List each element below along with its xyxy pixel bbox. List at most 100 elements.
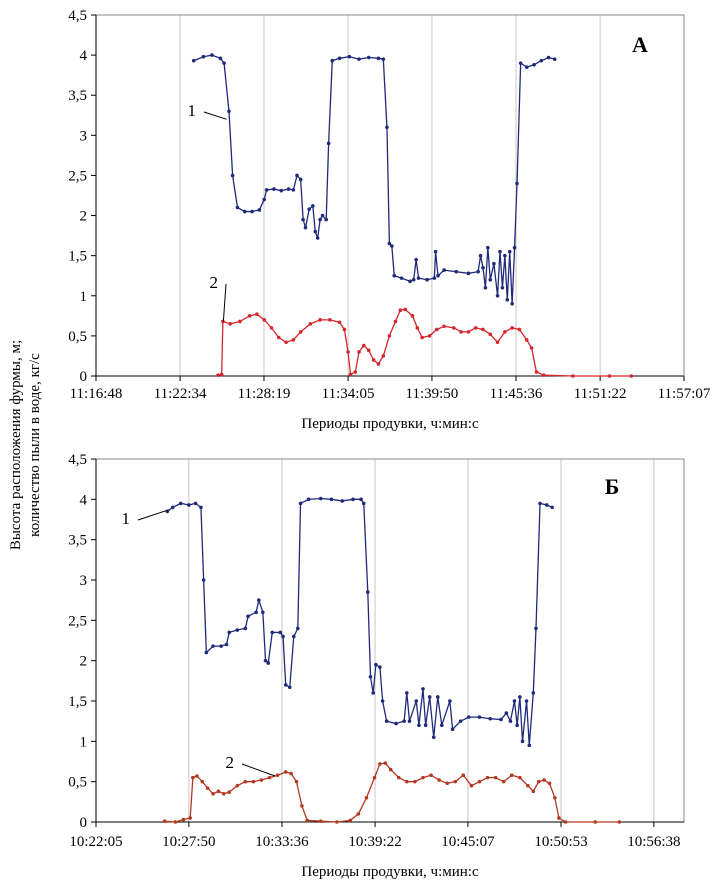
series-2-point (607, 374, 612, 378)
series-2-point (191, 775, 195, 780)
series-1-point (368, 675, 373, 679)
x-tick-label: 11:28:19 (238, 386, 291, 402)
series-2-point (346, 350, 350, 354)
series-2-point (518, 775, 522, 780)
series-1-point (425, 277, 429, 282)
x-tick-label: 10:45:07 (441, 834, 495, 850)
series-2-point (235, 783, 240, 788)
series-1-point (193, 501, 198, 506)
series-1-point (539, 58, 544, 63)
series-1-point (500, 285, 505, 290)
series-1-point (191, 58, 196, 63)
series-1-point (515, 723, 519, 727)
series-2-point (557, 816, 561, 820)
series-1-point (507, 249, 512, 254)
series-1-point (488, 716, 493, 721)
series-2-point (405, 779, 409, 784)
series-2-point (318, 819, 323, 823)
series-1-label: 1 (122, 509, 131, 528)
series-2-point (429, 773, 433, 778)
series-1-point (442, 268, 446, 272)
series-2-point (442, 324, 446, 329)
series-2-point (205, 786, 210, 790)
series-1-point (291, 188, 296, 192)
series-1-line (193, 54, 555, 304)
series-2-point (383, 761, 388, 765)
series-1-point (476, 269, 480, 274)
series-1-point (408, 279, 412, 284)
series-1-point (544, 503, 549, 507)
series-1-point (187, 503, 191, 507)
series-1-point (340, 499, 345, 503)
series-1-point (347, 54, 352, 59)
series-1-point (394, 721, 398, 726)
series-2-point (243, 779, 248, 784)
series-1-point (402, 719, 406, 723)
y-tick-label: 1 (80, 289, 88, 305)
series-1-point (257, 598, 261, 602)
series-2-point (195, 774, 199, 778)
y-tick-label: 0,5 (68, 775, 87, 791)
x-tick-label: 10:27:50 (162, 834, 215, 850)
series-2-leader (241, 763, 276, 777)
series-1-point (366, 55, 371, 60)
y-tick-label: 4 (80, 48, 88, 64)
series-2-point (536, 779, 541, 784)
series-1-point (281, 634, 285, 639)
series-1-point (301, 217, 305, 222)
series-1-point (552, 57, 557, 61)
series-1-point (371, 691, 375, 695)
series-1-point (407, 719, 412, 723)
series-1-point (296, 626, 300, 631)
series-1-point (227, 630, 232, 635)
series-1-point (512, 699, 517, 703)
series-2-point (357, 350, 361, 354)
series-1-point (488, 277, 493, 282)
series-2-point (542, 778, 546, 782)
series-2-point (376, 362, 381, 366)
series-1-point (170, 505, 175, 510)
series-1-point (498, 249, 502, 254)
series-1-point (433, 249, 438, 254)
series-1-point (278, 630, 283, 635)
series-1-point (505, 297, 510, 302)
series-1-point (520, 739, 525, 744)
series-2-point (529, 346, 534, 350)
series-2-point (342, 327, 347, 332)
series-2-point (434, 327, 439, 332)
x-tick-label: 11:34:05 (322, 386, 375, 402)
series-2-point (222, 791, 226, 796)
series-1-point (359, 497, 363, 502)
y-axis-label-line1: Высота расположения фурмы, м; (8, 340, 24, 550)
series-1-point (291, 634, 296, 639)
series-2-point (200, 779, 205, 784)
y-tick-label: 3 (80, 128, 88, 144)
series-2-point (571, 374, 575, 378)
series-1-point (524, 699, 529, 703)
series-1-point (201, 578, 206, 582)
series-2-point (305, 818, 310, 823)
y-tick-label: 1,5 (68, 249, 87, 265)
series-2-point (485, 775, 490, 780)
series-1-point (264, 188, 269, 192)
series-2-point (461, 773, 466, 778)
series-1-point (477, 715, 482, 719)
series-2-point (348, 372, 353, 377)
series-1-point (286, 187, 291, 191)
series-2-point (381, 354, 386, 358)
series-2-point (477, 779, 482, 784)
series-1-point (405, 691, 409, 695)
series-1-point (318, 217, 322, 222)
series-2-point (501, 779, 506, 784)
series-1-point (427, 695, 432, 699)
panel-label: Б (605, 474, 620, 499)
series-2-point (181, 817, 186, 822)
series-1-point (210, 53, 214, 57)
series-1-point (534, 626, 538, 631)
series-1-point (361, 501, 366, 506)
series-2-point (469, 783, 474, 788)
panel-label: А (632, 32, 648, 57)
series-1-point (417, 723, 421, 727)
series-2-point (452, 326, 456, 330)
series-1-point (324, 217, 328, 222)
